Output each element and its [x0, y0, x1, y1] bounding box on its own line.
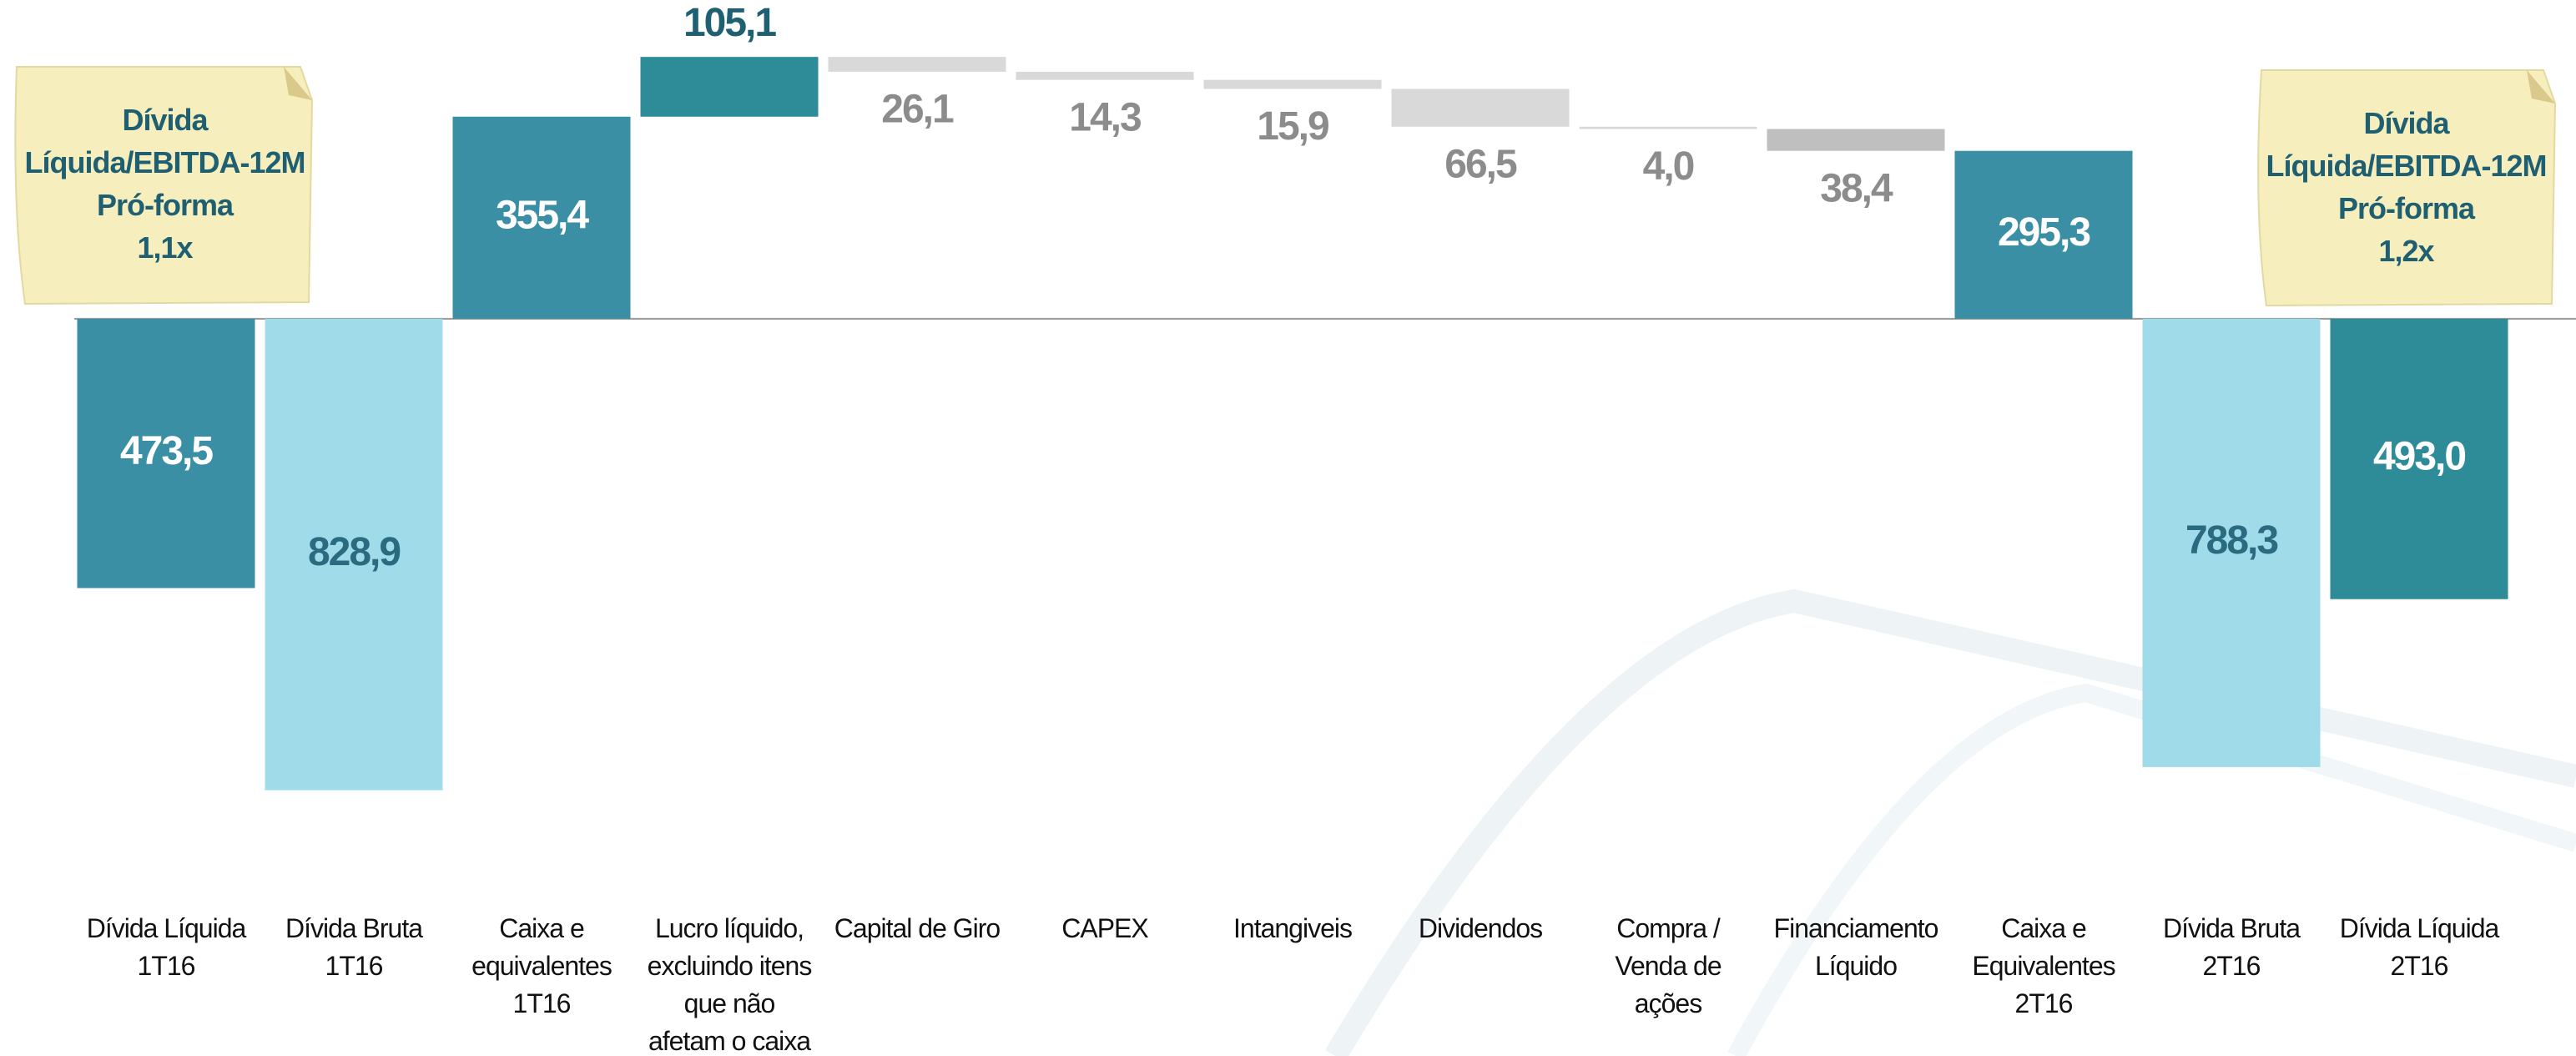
sticky-note: [14, 66, 314, 306]
x-tick-label: Intangiveis: [1233, 913, 1353, 943]
x-tick-label: Dívida Líquida 1T16: [86, 913, 247, 981]
bar: [1954, 150, 2133, 319]
note-text: Pró-forma: [2337, 191, 2475, 225]
value-label: 295,3: [1998, 210, 2090, 255]
x-tick-label: Compra / Venda de ações: [1615, 913, 1722, 1018]
bar: [1767, 129, 1945, 151]
note-text: Líquida/EBITDA-12M: [24, 145, 305, 179]
note-text: 1,2x: [2378, 234, 2434, 268]
value-label: 66,5: [1444, 142, 1517, 186]
x-tick-label: Capital de Giro: [834, 913, 1001, 943]
value-label: 493,0: [2373, 434, 2465, 478]
x-tick-label: Dívida Líquida 2T16: [2339, 913, 2500, 981]
note-text: Dívida: [122, 103, 208, 137]
bar: [1203, 79, 1382, 89]
bar: [828, 57, 1006, 72]
value-label: 14,3: [1069, 95, 1141, 139]
bar: [2142, 318, 2321, 767]
bar: [77, 318, 255, 589]
note-text: Líquida/EBITDA-12M: [2266, 149, 2547, 183]
bar: [265, 318, 443, 791]
bar: [2330, 318, 2508, 599]
x-tick-label: Financiamento Líquido: [1773, 913, 1939, 981]
x-tick-label: Caixa e equivalentes 1T16: [471, 913, 612, 1018]
bar: [1016, 71, 1194, 80]
note-text: Pró-forma: [96, 188, 234, 222]
x-tick-label: Dividendos: [1418, 913, 1543, 943]
value-label: 105,1: [683, 1, 776, 45]
value-label: 26,1: [881, 88, 954, 132]
value-label: 788,3: [2185, 518, 2277, 563]
sticky-note: [2257, 69, 2557, 307]
x-tick-label: CAPEX: [1061, 913, 1148, 943]
note-fold: [2527, 70, 2555, 104]
x-tick-label: Caixa e Equivalentes 2T16: [1972, 913, 2115, 1018]
bar: [1579, 126, 1757, 129]
value-label: 38,4: [1820, 166, 1893, 210]
value-label: 828,9: [308, 530, 400, 574]
value-label: 355,4: [496, 193, 589, 237]
x-tick-label: Lucro líquido, excluindo itens que não a…: [647, 913, 813, 1056]
background-decoration: [1727, 683, 2576, 1056]
value-label: 473,5: [120, 429, 213, 473]
note-text: Dívida: [2363, 106, 2449, 140]
note-fold: [284, 67, 312, 100]
bar: [640, 57, 819, 117]
x-tick-label: Dívida Bruta 1T16: [285, 913, 423, 981]
value-label: 15,9: [1257, 104, 1328, 149]
bar: [452, 116, 631, 319]
x-tick-label: Dívida Bruta 2T16: [2162, 913, 2301, 981]
bar: [1391, 88, 1570, 127]
value-label: 4,0: [1643, 144, 1694, 189]
background-decoration: [1324, 589, 2576, 1056]
note-text: 1,1x: [137, 230, 193, 265]
